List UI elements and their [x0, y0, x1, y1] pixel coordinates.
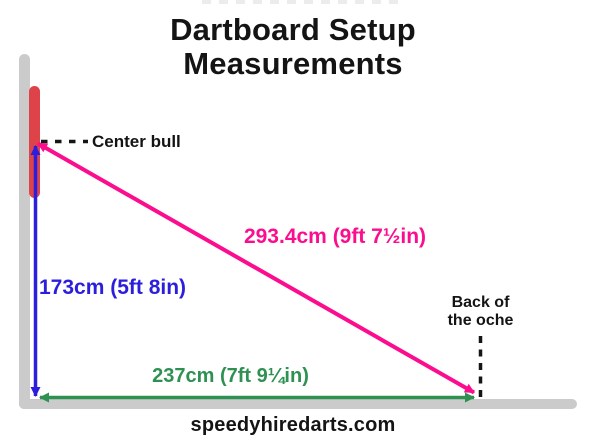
oche-label: Back of the oche	[425, 294, 536, 330]
center-bull-label: Center bull	[92, 132, 181, 151]
cropped-text-artifact	[202, 0, 398, 4]
title-line-2: Measurements	[183, 46, 403, 81]
diagonal-measure-line	[37, 141, 475, 395]
distance-measure-label: 237cm (7ft 9¼in)	[152, 365, 309, 387]
diagonal-measure-label: 293.4cm (9ft 7½in)	[243, 225, 427, 248]
height-measure-label: 173cm (5ft 8in)	[39, 276, 187, 299]
floor-shape	[19, 399, 577, 409]
title-line-1: Dartboard Setup	[170, 12, 416, 47]
page-title: Dartboard Setup Measurements	[0, 13, 586, 81]
oche-label-line-2: the oche	[447, 312, 514, 329]
website-credit: speedyhiredarts.com	[190, 414, 396, 436]
oche-label-line-1: Back of	[451, 294, 510, 311]
wall-shape	[19, 54, 30, 409]
